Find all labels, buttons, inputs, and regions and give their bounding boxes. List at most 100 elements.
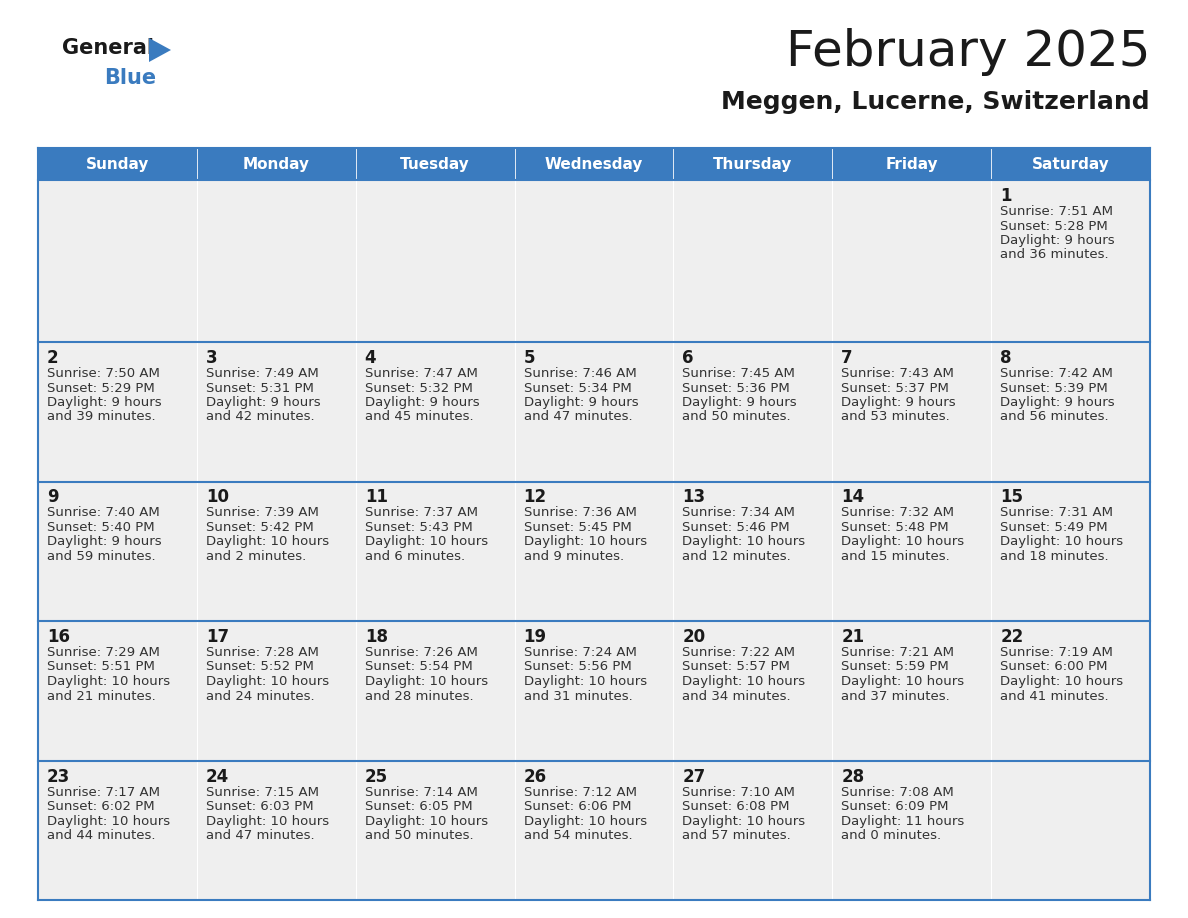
Text: Sunset: 5:48 PM: Sunset: 5:48 PM (841, 521, 949, 534)
Text: Wednesday: Wednesday (545, 156, 643, 172)
Text: Sunrise: 7:42 AM: Sunrise: 7:42 AM (1000, 367, 1113, 380)
Text: Sunrise: 7:19 AM: Sunrise: 7:19 AM (1000, 646, 1113, 659)
Text: Sunset: 5:45 PM: Sunset: 5:45 PM (524, 521, 631, 534)
Text: Sunset: 5:29 PM: Sunset: 5:29 PM (48, 382, 154, 395)
Text: Blue: Blue (105, 68, 156, 88)
Bar (197, 482, 355, 621)
Text: Sunrise: 7:32 AM: Sunrise: 7:32 AM (841, 507, 954, 520)
Text: 17: 17 (206, 628, 229, 646)
Bar (197, 621, 355, 760)
Text: Daylight: 10 hours: Daylight: 10 hours (682, 814, 805, 827)
Text: Sunset: 5:51 PM: Sunset: 5:51 PM (48, 660, 154, 674)
Text: 14: 14 (841, 488, 865, 507)
Text: and 54 minutes.: and 54 minutes. (524, 829, 632, 842)
Text: Sunset: 5:43 PM: Sunset: 5:43 PM (365, 521, 473, 534)
Text: and 57 minutes.: and 57 minutes. (682, 829, 791, 842)
Text: Sunrise: 7:37 AM: Sunrise: 7:37 AM (365, 507, 478, 520)
Text: Sunset: 5:34 PM: Sunset: 5:34 PM (524, 382, 631, 395)
Text: Daylight: 9 hours: Daylight: 9 hours (1000, 396, 1114, 409)
Text: Thursday: Thursday (713, 156, 792, 172)
Bar (38, 148, 197, 180)
Bar (355, 180, 514, 342)
Text: 3: 3 (206, 349, 217, 367)
Bar (197, 148, 355, 180)
Bar (833, 180, 991, 342)
Text: Sunset: 5:36 PM: Sunset: 5:36 PM (682, 382, 790, 395)
Bar (674, 482, 833, 621)
Text: Daylight: 9 hours: Daylight: 9 hours (1000, 234, 1114, 247)
Bar (38, 621, 197, 760)
Text: Monday: Monday (242, 156, 310, 172)
Text: Sunrise: 7:43 AM: Sunrise: 7:43 AM (841, 367, 954, 380)
Text: Daylight: 10 hours: Daylight: 10 hours (841, 535, 965, 548)
Text: and 41 minutes.: and 41 minutes. (1000, 689, 1108, 702)
Text: Sunset: 6:02 PM: Sunset: 6:02 PM (48, 800, 154, 813)
Text: 15: 15 (1000, 488, 1023, 507)
Text: Sunset: 6:03 PM: Sunset: 6:03 PM (206, 800, 314, 813)
Bar (833, 482, 991, 621)
Text: Sunrise: 7:45 AM: Sunrise: 7:45 AM (682, 367, 795, 380)
Text: and 44 minutes.: and 44 minutes. (48, 829, 156, 842)
Text: and 59 minutes.: and 59 minutes. (48, 550, 156, 563)
Bar (674, 180, 833, 342)
Text: Sunrise: 7:10 AM: Sunrise: 7:10 AM (682, 786, 795, 799)
Bar (197, 180, 355, 342)
Text: General: General (62, 38, 154, 58)
Text: Sunset: 5:40 PM: Sunset: 5:40 PM (48, 521, 154, 534)
Text: 22: 22 (1000, 628, 1023, 646)
Text: 18: 18 (365, 628, 387, 646)
Text: Sunrise: 7:46 AM: Sunrise: 7:46 AM (524, 367, 637, 380)
Text: and 2 minutes.: and 2 minutes. (206, 550, 307, 563)
Text: and 37 minutes.: and 37 minutes. (841, 689, 950, 702)
Text: Sunrise: 7:28 AM: Sunrise: 7:28 AM (206, 646, 318, 659)
Text: Saturday: Saturday (1031, 156, 1110, 172)
Text: Friday: Friday (885, 156, 939, 172)
Bar (833, 760, 991, 900)
Text: Sunset: 5:42 PM: Sunset: 5:42 PM (206, 521, 314, 534)
Bar (355, 760, 514, 900)
Text: and 56 minutes.: and 56 minutes. (1000, 410, 1108, 423)
Text: Sunset: 5:39 PM: Sunset: 5:39 PM (1000, 382, 1108, 395)
Text: Sunset: 5:56 PM: Sunset: 5:56 PM (524, 660, 631, 674)
Text: 4: 4 (365, 349, 377, 367)
Text: 13: 13 (682, 488, 706, 507)
Bar (991, 760, 1150, 900)
Text: Sunset: 5:57 PM: Sunset: 5:57 PM (682, 660, 790, 674)
Text: Daylight: 10 hours: Daylight: 10 hours (524, 535, 646, 548)
Bar (355, 342, 514, 482)
Text: and 18 minutes.: and 18 minutes. (1000, 550, 1108, 563)
Text: Sunrise: 7:21 AM: Sunrise: 7:21 AM (841, 646, 954, 659)
Text: Sunset: 5:37 PM: Sunset: 5:37 PM (841, 382, 949, 395)
Text: Daylight: 10 hours: Daylight: 10 hours (682, 535, 805, 548)
Text: Sunset: 5:59 PM: Sunset: 5:59 PM (841, 660, 949, 674)
Text: Sunset: 6:00 PM: Sunset: 6:00 PM (1000, 660, 1107, 674)
Bar (38, 760, 197, 900)
Text: and 50 minutes.: and 50 minutes. (682, 410, 791, 423)
Text: 27: 27 (682, 767, 706, 786)
Text: Daylight: 9 hours: Daylight: 9 hours (524, 396, 638, 409)
Text: Sunrise: 7:39 AM: Sunrise: 7:39 AM (206, 507, 318, 520)
Text: and 42 minutes.: and 42 minutes. (206, 410, 315, 423)
Text: 19: 19 (524, 628, 546, 646)
Polygon shape (148, 38, 171, 62)
Text: 8: 8 (1000, 349, 1012, 367)
Text: and 39 minutes.: and 39 minutes. (48, 410, 156, 423)
Text: 28: 28 (841, 767, 865, 786)
Text: 21: 21 (841, 628, 865, 646)
Bar (674, 342, 833, 482)
Text: Daylight: 9 hours: Daylight: 9 hours (48, 535, 162, 548)
Text: Daylight: 10 hours: Daylight: 10 hours (206, 535, 329, 548)
Bar (197, 760, 355, 900)
Text: Sunrise: 7:24 AM: Sunrise: 7:24 AM (524, 646, 637, 659)
Text: Sunrise: 7:31 AM: Sunrise: 7:31 AM (1000, 507, 1113, 520)
Text: and 50 minutes.: and 50 minutes. (365, 829, 473, 842)
Bar (514, 760, 674, 900)
Text: Sunrise: 7:08 AM: Sunrise: 7:08 AM (841, 786, 954, 799)
Bar (38, 342, 197, 482)
Text: Sunset: 5:32 PM: Sunset: 5:32 PM (365, 382, 473, 395)
Bar (833, 342, 991, 482)
Text: Sunrise: 7:36 AM: Sunrise: 7:36 AM (524, 507, 637, 520)
Text: and 28 minutes.: and 28 minutes. (365, 689, 473, 702)
Text: Daylight: 10 hours: Daylight: 10 hours (524, 814, 646, 827)
Text: Daylight: 10 hours: Daylight: 10 hours (682, 675, 805, 688)
